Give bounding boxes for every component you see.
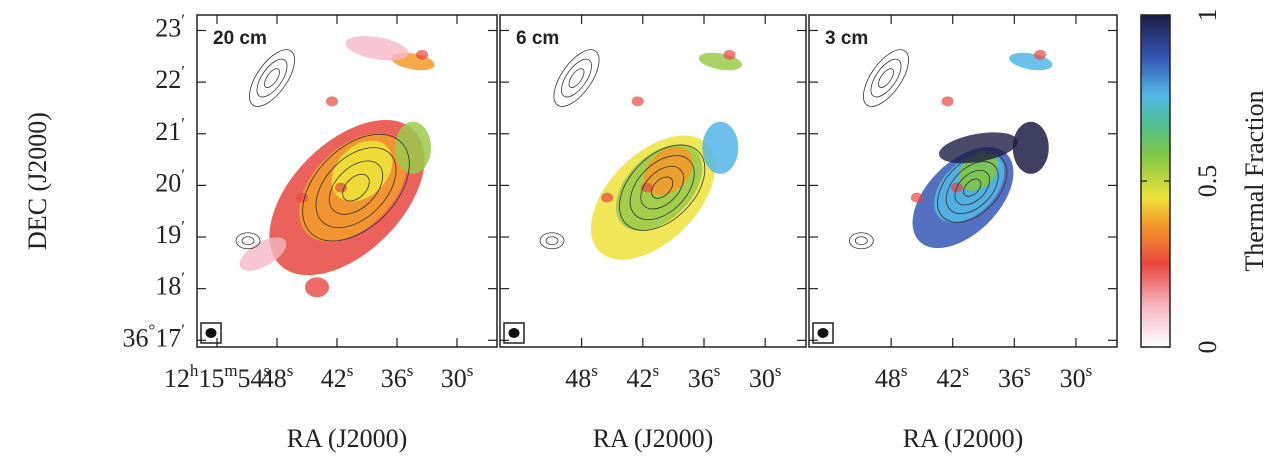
contour bbox=[619, 144, 706, 231]
x-tick-label: 48s bbox=[875, 361, 908, 393]
contour bbox=[848, 232, 874, 250]
emission-region bbox=[702, 121, 739, 174]
x-tick-label: 48s bbox=[565, 361, 598, 393]
contour bbox=[328, 160, 384, 215]
emission-region bbox=[326, 96, 338, 107]
x-tick-label: 42s bbox=[936, 361, 969, 393]
contour bbox=[937, 152, 1008, 223]
contour bbox=[342, 173, 370, 202]
emission-region bbox=[296, 192, 308, 203]
emission-region bbox=[345, 36, 409, 61]
contour bbox=[963, 178, 982, 197]
contour bbox=[545, 236, 559, 246]
x-tick-label: 36s bbox=[381, 361, 414, 393]
contour bbox=[553, 49, 600, 107]
colorbar-tick-label: 0.5 bbox=[1193, 165, 1222, 198]
panel: 48s 42s 36s 30s 6 cm RA (J2000) bbox=[499, 14, 807, 453]
y-tick-label: 20′ bbox=[155, 165, 185, 197]
contour bbox=[629, 155, 695, 221]
contour bbox=[249, 49, 295, 107]
panel-label: 3 cm bbox=[825, 28, 868, 49]
contour bbox=[878, 68, 894, 88]
x-tick-label: 36s bbox=[998, 361, 1031, 393]
contour bbox=[640, 165, 684, 210]
emission-region bbox=[631, 96, 644, 107]
emission-region bbox=[1012, 121, 1049, 174]
panel-frame bbox=[196, 14, 498, 348]
contour bbox=[945, 161, 999, 215]
emission-region bbox=[643, 146, 693, 196]
beam bbox=[205, 328, 217, 338]
panel-label: 6 cm bbox=[516, 28, 559, 49]
x-tick-label: 12h15m54s bbox=[164, 361, 270, 393]
y-tick-label: 22′ bbox=[155, 62, 185, 94]
contour bbox=[651, 176, 674, 199]
emission-region bbox=[723, 49, 736, 60]
contour bbox=[870, 58, 902, 98]
contour bbox=[235, 232, 261, 250]
x-axis-label: RA (J2000) bbox=[593, 424, 714, 453]
x-tick-label: 30s bbox=[749, 361, 782, 393]
emission-region bbox=[335, 182, 347, 193]
x-tick-label: 36s bbox=[688, 361, 721, 393]
emission-region bbox=[305, 277, 329, 298]
y-tick-label: 19′ bbox=[155, 217, 185, 249]
emission-region bbox=[698, 52, 743, 71]
emission-region bbox=[331, 140, 393, 202]
emission-region bbox=[395, 121, 431, 174]
x-axis-label: RA (J2000) bbox=[903, 424, 1024, 453]
contour bbox=[241, 236, 255, 246]
contour bbox=[264, 68, 280, 88]
colorbar-tick-label: 0 bbox=[1193, 341, 1222, 354]
contour bbox=[302, 133, 410, 242]
contour bbox=[954, 169, 990, 206]
x-tick-label: 30s bbox=[441, 361, 474, 393]
contour bbox=[863, 49, 909, 107]
beam bbox=[508, 328, 520, 338]
contour bbox=[854, 236, 868, 246]
panel: 48s 42s 36s 30s 3 cm RA (J2000) bbox=[808, 14, 1118, 453]
y-tick-label: 18′ bbox=[155, 269, 185, 301]
emission-region bbox=[941, 96, 954, 107]
colorbar-tick-label: 1 bbox=[1193, 9, 1222, 22]
contour bbox=[256, 58, 288, 98]
emission-region bbox=[601, 192, 614, 203]
emission-region bbox=[910, 192, 923, 203]
emission-region bbox=[1009, 52, 1053, 71]
y-tick-label: 36°17′ bbox=[122, 320, 185, 352]
beam bbox=[817, 328, 829, 338]
contour bbox=[561, 58, 592, 98]
x-tick-label: 48s bbox=[261, 361, 294, 393]
y-tick-label: 21′ bbox=[155, 114, 185, 146]
emission-region bbox=[416, 49, 428, 60]
y-axis-label: DEC (J2000) bbox=[23, 112, 52, 250]
x-tick-label: 42s bbox=[321, 361, 354, 393]
panel-frame bbox=[499, 14, 807, 348]
x-tick-label: 30s bbox=[1060, 361, 1093, 393]
x-axis-label: RA (J2000) bbox=[287, 424, 408, 453]
x-tick-label: 42s bbox=[626, 361, 659, 393]
y-tick-label: 23′ bbox=[155, 10, 185, 42]
colorbar-label: Thermal Fraction bbox=[1240, 90, 1269, 271]
contour bbox=[539, 232, 565, 250]
emission-region bbox=[1034, 49, 1046, 60]
emission-region bbox=[239, 237, 287, 271]
panel-label: 20 cm bbox=[213, 28, 267, 49]
panel-frame bbox=[808, 14, 1118, 348]
contour bbox=[315, 147, 397, 229]
contour bbox=[568, 68, 585, 88]
